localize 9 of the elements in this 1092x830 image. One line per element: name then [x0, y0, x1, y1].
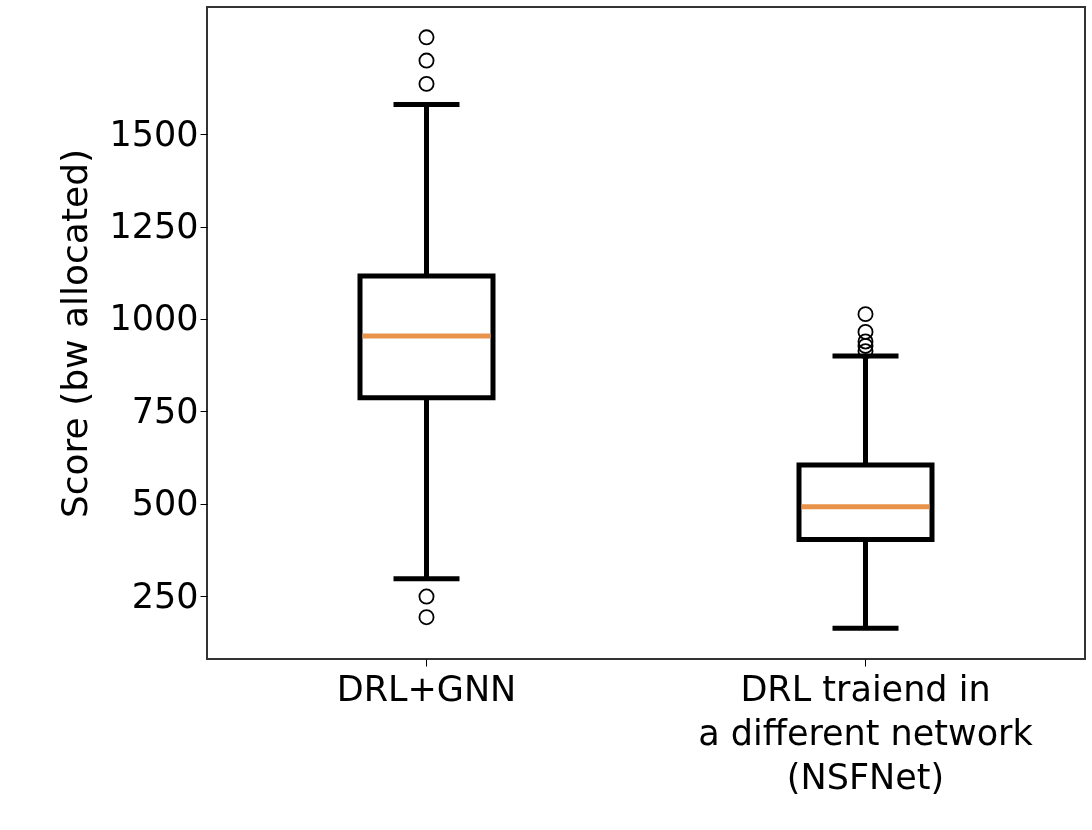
- y-tick-label: 500: [131, 483, 199, 524]
- x-tick-label: DRL+GNN: [336, 668, 517, 709]
- y-axis-title: Score (bw allocated): [54, 148, 96, 519]
- y-tick-label: 250: [131, 575, 199, 616]
- y-tick-label: 1000: [109, 298, 199, 339]
- x-tick-label: DRL traiend in a different network (NSFNet): [698, 668, 1034, 797]
- y-tick-label: 750: [131, 390, 199, 431]
- y-tick-label: 1250: [109, 206, 199, 247]
- y-tick-label: 1500: [109, 113, 199, 154]
